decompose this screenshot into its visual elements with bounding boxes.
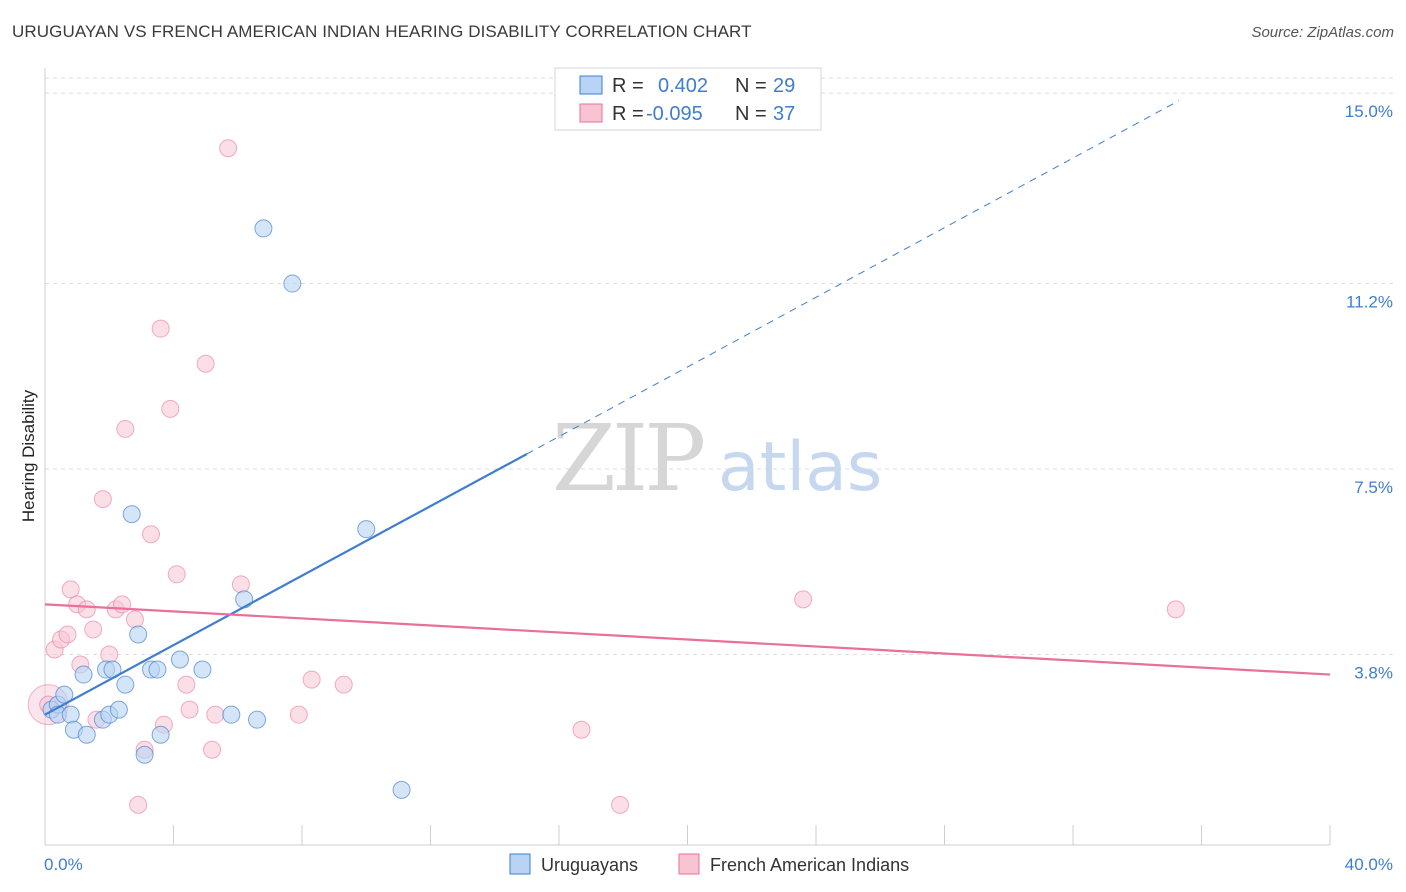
data-point-uruguayans xyxy=(116,675,135,694)
data-point-french-american-indians xyxy=(61,580,80,599)
data-point-french-american-indians xyxy=(93,490,112,509)
y-tick-label: 3.8% xyxy=(1354,664,1393,683)
data-point-uruguayans xyxy=(148,660,167,679)
data-point-french-american-indians xyxy=(84,620,103,639)
data-point-french-american-indians xyxy=(1166,600,1185,619)
data-point-uruguayans xyxy=(392,780,411,799)
bottom-legend-label-french-american-indians: French American Indians xyxy=(710,855,909,875)
data-point-uruguayans xyxy=(235,590,254,609)
data-point-uruguayans xyxy=(193,660,212,679)
data-point-uruguayans xyxy=(109,700,128,719)
data-point-uruguayans xyxy=(222,705,241,724)
legend-swatch-french-american-indians xyxy=(579,103,603,123)
data-point-french-american-indians xyxy=(180,700,199,719)
data-point-french-american-indians xyxy=(100,645,119,664)
y-tick-label: 7.5% xyxy=(1354,478,1393,497)
y-axis-label: Hearing Disability xyxy=(19,389,38,522)
data-point-french-american-indians xyxy=(125,610,144,629)
bottom-legend: Uruguayans French American Indians xyxy=(509,853,909,875)
trend-lines xyxy=(44,100,1331,716)
data-point-french-american-indians xyxy=(129,795,148,814)
data-point-french-american-indians xyxy=(151,319,170,338)
watermark-zip: ZIP xyxy=(552,405,703,512)
data-point-uruguayans xyxy=(283,274,302,293)
data-point-french-american-indians xyxy=(302,670,321,689)
x-tick-label-max: 40.0% xyxy=(1345,855,1393,874)
data-point-french-american-indians xyxy=(167,565,186,584)
data-point-french-american-indians xyxy=(196,354,215,373)
data-point-uruguayans xyxy=(122,505,141,524)
data-point-uruguayans xyxy=(135,745,154,764)
data-point-uruguayans xyxy=(357,520,376,539)
data-point-french-american-indians xyxy=(177,675,196,694)
data-point-uruguayans xyxy=(77,725,96,744)
data-point-french-american-indians xyxy=(611,795,630,814)
y-tick-labels: 3.8% 7.5% 11.2% 15.0% xyxy=(1345,102,1393,682)
data-point-uruguayans xyxy=(254,219,273,238)
chart-title: URUGUAYAN VS FRENCH AMERICAN INDIAN HEAR… xyxy=(12,22,752,41)
legend-n-label-2: N = xyxy=(735,103,767,125)
data-point-french-american-indians xyxy=(206,705,225,724)
legend-swatch-uruguayans xyxy=(579,75,603,95)
data-point-french-american-indians xyxy=(334,675,353,694)
watermark-atlas: atlas xyxy=(718,428,882,507)
data-point-french-american-indians xyxy=(113,595,132,614)
data-point-french-american-indians xyxy=(231,575,250,594)
data-point-uruguayans xyxy=(129,625,148,644)
data-point-uruguayans xyxy=(151,725,170,744)
data-point-uruguayans xyxy=(170,650,189,669)
legend-n-value-1: 29 xyxy=(773,75,795,97)
legend-r-value-2: -0.095 xyxy=(646,103,703,125)
legend-box: R = 0.402 N = 29 R = -0.095 N = 37 xyxy=(554,67,822,131)
bottom-legend-swatch-uruguayans xyxy=(509,853,531,875)
data-point-french-american-indians xyxy=(289,705,308,724)
data-point-french-american-indians xyxy=(794,590,813,609)
trend-line-french-american-indians xyxy=(44,603,1331,676)
data-point-french-american-indians xyxy=(572,720,591,739)
data-point-french-american-indians xyxy=(58,625,77,644)
data-point-french-american-indians xyxy=(142,525,161,544)
y-tick-label: 15.0% xyxy=(1345,102,1393,121)
data-point-french-american-indians xyxy=(219,139,238,158)
data-point-uruguayans xyxy=(61,705,80,724)
legend-n-value-2: 37 xyxy=(773,103,795,125)
y-tick-label: 11.2% xyxy=(1346,293,1393,312)
x-tick-label-min: 0.0% xyxy=(44,855,83,874)
data-point-french-american-indians xyxy=(161,399,180,418)
legend-r-label-2: R = xyxy=(612,103,644,125)
legend-r-value-1: 0.402 xyxy=(658,75,708,97)
data-point-french-american-indians xyxy=(116,419,135,438)
data-point-french-american-indians xyxy=(203,740,222,759)
data-point-french-american-indians xyxy=(77,600,96,619)
bottom-legend-swatch-french-american-indians xyxy=(678,853,700,875)
watermark: ZIP atlas xyxy=(552,405,882,512)
trend-line-uruguayans xyxy=(44,453,528,716)
data-point-uruguayans xyxy=(248,710,267,729)
bottom-legend-label-uruguayans: Uruguayans xyxy=(541,855,638,875)
trend-line-uruguayans-extension xyxy=(526,100,1180,455)
data-point-uruguayans xyxy=(74,665,93,684)
legend-r-label-1: R = xyxy=(612,75,644,97)
legend-n-label-1: N = xyxy=(735,75,767,97)
source-credit: Source: ZipAtlas.com xyxy=(1251,24,1394,41)
